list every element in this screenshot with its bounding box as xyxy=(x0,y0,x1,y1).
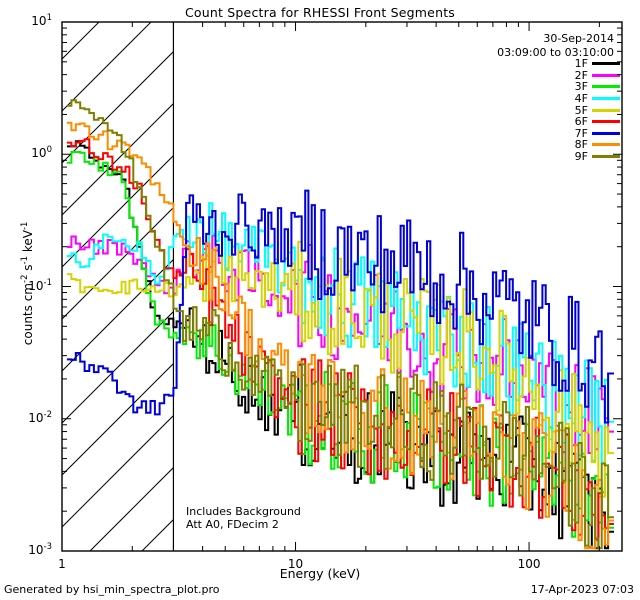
series-layer xyxy=(66,99,614,550)
observation-date: 30-Sep-2014 xyxy=(543,32,614,45)
y-tick-label: 10-2 xyxy=(12,411,52,425)
legend-item-1f: 1F xyxy=(540,58,620,70)
annotation-includes-background: Includes Background xyxy=(186,505,301,518)
observation-time-range: 03:09:00 to 03:10:00 xyxy=(497,46,614,59)
axis-ticks xyxy=(61,21,622,552)
legend-label: 8F xyxy=(574,138,588,152)
legend-label: 6F xyxy=(574,115,588,129)
legend-item-6f: 6F xyxy=(540,116,620,128)
legend-label: 5F xyxy=(574,103,588,117)
legend-item-5f: 5F xyxy=(540,104,620,116)
legend-label: 3F xyxy=(574,80,588,94)
y-tick-label: 100 xyxy=(12,146,52,160)
y-tick-exponent: -1 xyxy=(43,277,52,288)
legend-color-swatch xyxy=(592,143,620,147)
legend: 1F 2F 3F 4F 5F 6F 7F 8F 9F xyxy=(540,58,620,162)
y-tick-exponent: -3 xyxy=(43,542,52,552)
legend-color-swatch xyxy=(592,85,620,89)
legend-item-4f: 4F xyxy=(540,93,620,105)
y-tick-mantissa: 10 xyxy=(31,14,47,28)
legend-item-8f: 8F xyxy=(540,139,620,151)
y-tick-label: 10-3 xyxy=(12,543,52,557)
page-title: Count Spectra for RHESSI Front Segments xyxy=(184,5,456,20)
x-axis-label: Energy (keV) xyxy=(279,566,361,581)
y-tick-mantissa: 10 xyxy=(28,410,44,425)
footer-generator: Generated by hsi_min_spectra_plot.pro xyxy=(4,583,220,596)
legend-label: 9F xyxy=(574,150,588,164)
y-tick-label: 101 xyxy=(12,14,52,28)
x-tick-label: 10 xyxy=(287,557,304,571)
legend-color-swatch xyxy=(592,120,620,124)
legend-color-swatch xyxy=(592,155,620,159)
legend-label: 4F xyxy=(574,92,588,106)
y-tick-mantissa: 10 xyxy=(28,543,44,557)
y-tick-exponent: -2 xyxy=(43,409,52,420)
y-tick-exponent: 0 xyxy=(46,145,52,156)
legend-color-swatch xyxy=(592,73,620,77)
legend-label: 2F xyxy=(574,68,588,82)
legend-color-swatch xyxy=(592,108,620,112)
y-tick-mantissa: 10 xyxy=(28,278,44,293)
footer-timestamp: 17-Apr-2023 07:03 xyxy=(530,583,634,596)
legend-item-7f: 7F xyxy=(540,128,620,140)
legend-color-swatch xyxy=(592,62,620,66)
y-tick-label: 10-1 xyxy=(12,277,52,293)
legend-item-2f: 2F xyxy=(540,70,620,82)
legend-item-9f: 9F xyxy=(540,151,620,163)
x-tick-label: 100 xyxy=(517,557,541,571)
legend-label: 1F xyxy=(574,57,588,71)
x-tick-label: 1 xyxy=(58,557,66,571)
y-tick-mantissa: 10 xyxy=(31,146,47,161)
spectrum-trace-5f xyxy=(66,240,614,498)
y-tick-exponent: 1 xyxy=(46,13,52,23)
annotation-attenuator-state: Att A0, FDecim 2 xyxy=(186,518,279,531)
spectrum-trace-7f xyxy=(66,189,614,424)
legend-color-swatch xyxy=(592,97,620,101)
legend-color-swatch xyxy=(592,131,620,135)
legend-item-3f: 3F xyxy=(540,81,620,93)
legend-label: 7F xyxy=(574,126,588,140)
hatched-excluded-band xyxy=(62,22,174,551)
spectrum-trace-9f xyxy=(66,99,614,550)
